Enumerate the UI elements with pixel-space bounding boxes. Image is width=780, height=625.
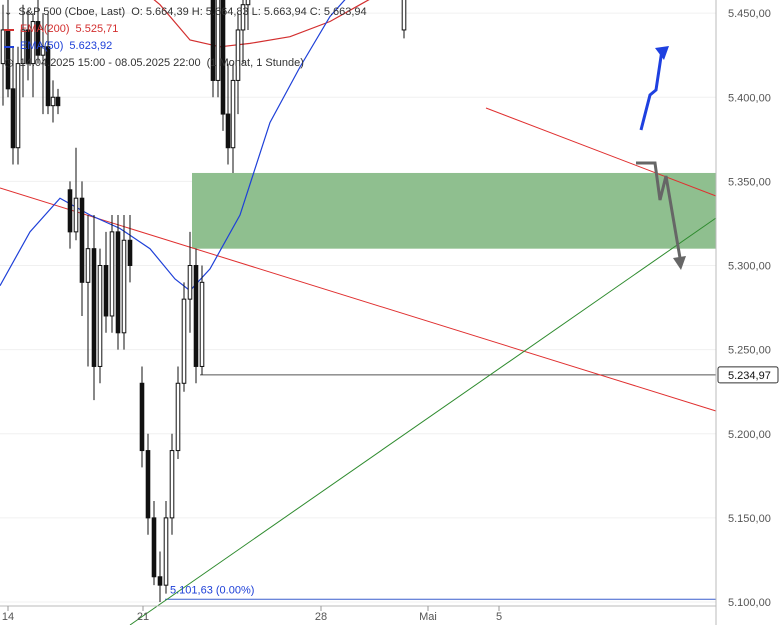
short-falling-trend-line [485, 107, 717, 197]
price-tick-label: 5.450,00 [728, 8, 771, 20]
candle-body [20, 29, 26, 65]
candle-body [163, 517, 169, 586]
ema200-swatch [4, 28, 14, 31]
symbol-name: S&P 500 (Cboe, Last) [18, 6, 126, 18]
ema-lines [0, 0, 370, 292]
candle-body [139, 382, 145, 452]
candle-body [15, 63, 21, 149]
candle-body [10, 88, 16, 149]
time-tick-label: 14 [2, 611, 14, 623]
candle-body [225, 113, 231, 149]
support-zone-rect [192, 172, 716, 249]
legend-symbol-row: ⌄ S&P 500 (Cboe, Last) O: 5.664,39 H: 5.… [4, 4, 367, 21]
ema200-value: 5.525,71 [75, 23, 119, 35]
fib-0-label: 5.101,63 (0.00%) [170, 584, 254, 596]
ema200-label: EMA(200) [20, 23, 70, 35]
candle-body [109, 231, 115, 317]
candle-body [79, 197, 85, 283]
candle-body [73, 197, 79, 233]
trend-lines [0, 107, 717, 625]
candle-body [175, 382, 181, 452]
clock-icon: ◷ [4, 57, 14, 69]
price-tick-label: 5.350,00 [728, 176, 771, 188]
price-tick-label: 5.400,00 [728, 92, 771, 104]
candle-body [220, 0, 226, 115]
candle-body [181, 298, 187, 384]
candle-body [230, 79, 236, 149]
candle-body [199, 281, 205, 367]
bullish-arrow-head [655, 46, 669, 60]
time-tick-label: 28 [315, 611, 327, 623]
candle-body [45, 46, 51, 107]
candle-body [40, 46, 46, 56]
rising-trend-line [129, 217, 717, 625]
price-tick-label: 5.200,00 [728, 429, 771, 441]
candle-body [187, 265, 193, 300]
candle-body [91, 248, 97, 367]
price-axis[interactable]: 5.100,00 5.150,00 5.200,00 5.250,00 5.300,00… [715, 0, 780, 625]
time-tick-label: 21 [137, 611, 149, 623]
candle-body [121, 239, 127, 334]
candle-body [210, 0, 216, 81]
price-tick-label: 5.150,00 [728, 513, 771, 525]
time-tick-label: Mai [419, 611, 437, 623]
candle-body [169, 450, 175, 519]
legend-ema200-row: EMA(200) 5.525,71 [4, 21, 367, 38]
candle-body [127, 239, 133, 266]
candle-body [67, 189, 73, 233]
candle-body [145, 450, 151, 519]
date-range: 14.04.2025 15:00 - 08.05.2025 22:00 [19, 57, 201, 69]
legend-ema50-row: EMA(50) 5.623,92 [4, 38, 367, 55]
price-tick-label: 5.300,00 [728, 261, 771, 273]
price-tick-label: 5.250,00 [728, 345, 771, 357]
expand-icon[interactable]: ⌄ [4, 7, 13, 18]
period-text: (1 Monat, 1 Stunde) [206, 57, 304, 69]
candle-body [193, 265, 199, 367]
ema50-line [0, 0, 346, 292]
candle-body [103, 265, 109, 317]
ohlc-values: O: 5.664,39 H: 5.664,83 L: 5.663,94 C: 5… [131, 6, 367, 18]
fibonacci-annotations: 5.783,57 (100.00%)5.101,63 (0.00%) [170, 584, 254, 596]
price-axis-bg [716, 0, 780, 625]
ema50-swatch [4, 45, 14, 48]
candle-body [157, 576, 163, 586]
price-label-box [717, 366, 779, 384]
price-tick-label: 5.100,00 [728, 597, 771, 609]
candle-body [401, 0, 407, 31]
candle-body [240, 4, 246, 31]
ema50-label: EMA(50) [20, 40, 64, 52]
candle-body [245, 0, 251, 6]
candle-body [55, 96, 61, 107]
candle-body [85, 248, 91, 283]
candle-body [215, 0, 221, 81]
horizontal-levels [165, 374, 716, 600]
candle-body [97, 265, 103, 367]
bearish-arrow-head [673, 256, 686, 270]
candle-body [235, 29, 241, 81]
ema50-value: 5.623,92 [69, 40, 113, 52]
time-tick-label: 5 [496, 611, 502, 623]
time-axis[interactable]: 14 21 28 Mai 5 [0, 605, 716, 623]
bearish-projection-path [636, 161, 682, 259]
candle-body [50, 96, 56, 107]
chart-legend: ⌄ S&P 500 (Cboe, Last) O: 5.664,39 H: 5.… [4, 4, 367, 72]
falling-trend-line [0, 187, 717, 412]
candle-body [30, 21, 36, 65]
ema200-line [153, 0, 370, 48]
bullish-projection-path [639, 49, 664, 131]
candle-body [115, 231, 121, 334]
candle-body [151, 517, 157, 578]
candle-body [35, 21, 41, 56]
legend-range-row: ◷ 14.04.2025 15:00 - 08.05.2025 22:00 (1… [4, 55, 367, 72]
candle-body [25, 29, 31, 65]
projection-arrows [636, 46, 686, 270]
support-zone [192, 172, 716, 249]
candlesticks [0, 0, 407, 602]
price-label-text: 5.234,97 [728, 370, 771, 382]
